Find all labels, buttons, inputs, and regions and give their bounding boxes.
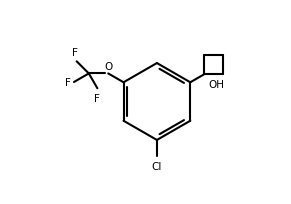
Text: O: O (104, 61, 112, 71)
Text: F: F (72, 48, 78, 58)
Text: F: F (65, 78, 70, 88)
Text: F: F (95, 93, 100, 103)
Text: OH: OH (208, 79, 224, 89)
Text: Cl: Cl (152, 162, 162, 172)
